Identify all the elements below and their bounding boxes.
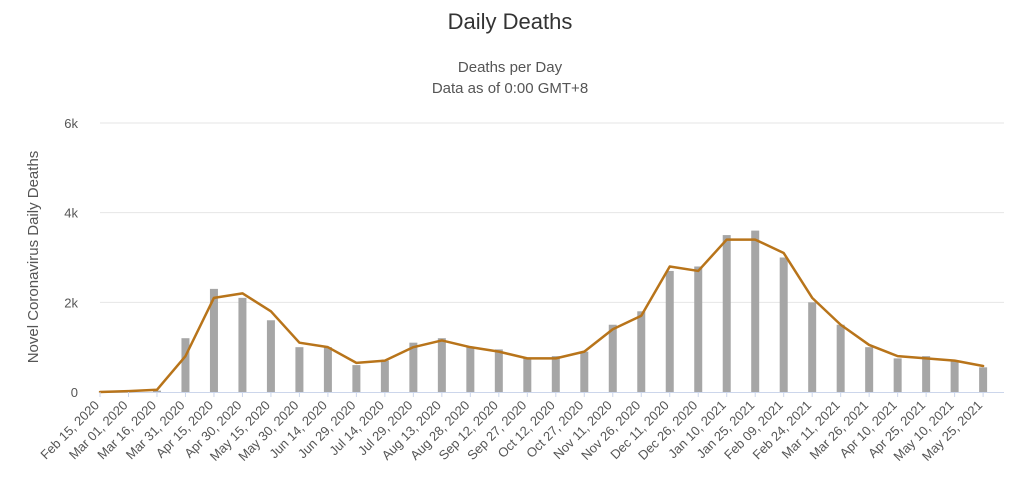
grid-lines xyxy=(100,122,1004,393)
y-tick-label: 0 xyxy=(71,385,78,400)
bar xyxy=(551,356,560,392)
bar xyxy=(409,342,418,392)
y-tick-label: 6k xyxy=(64,116,78,131)
bar xyxy=(608,324,617,392)
chart-subtitle-line-1: Deaths per Day xyxy=(458,59,563,76)
chart-subtitle-line-2: Data as of 0:00 GMT+8 xyxy=(432,80,588,97)
y-tick-label: 4k xyxy=(64,206,78,221)
y-axis-title: Novel Coronavirus Daily Deaths xyxy=(25,151,42,364)
moving-average-line xyxy=(98,238,985,394)
bar xyxy=(494,349,503,392)
bar xyxy=(238,297,247,392)
bar xyxy=(865,347,874,392)
bar xyxy=(808,302,817,392)
bar-series xyxy=(124,230,988,393)
moving-average-series xyxy=(98,238,985,394)
bar xyxy=(637,311,646,392)
bar xyxy=(979,367,988,392)
bar xyxy=(950,360,959,392)
bar xyxy=(152,390,161,392)
chart-title: Daily Deaths xyxy=(448,9,573,34)
bar xyxy=(694,266,703,392)
bar xyxy=(466,347,475,392)
bar xyxy=(266,320,275,392)
bar xyxy=(295,347,304,392)
bar xyxy=(352,365,361,392)
y-tick-label: 2k xyxy=(64,295,78,310)
bar xyxy=(836,324,845,392)
bar xyxy=(580,351,589,392)
bar xyxy=(380,360,389,392)
bar xyxy=(922,356,931,392)
bar xyxy=(523,358,532,393)
bar xyxy=(751,230,760,392)
bar xyxy=(323,347,332,392)
bar xyxy=(779,257,788,392)
bar xyxy=(722,235,731,392)
bar xyxy=(181,338,190,392)
y-axis-ticks: 0 2k 4k 6k xyxy=(64,116,78,400)
bar xyxy=(665,270,674,392)
bar xyxy=(209,288,218,392)
bar xyxy=(437,338,446,392)
bar xyxy=(893,358,902,393)
